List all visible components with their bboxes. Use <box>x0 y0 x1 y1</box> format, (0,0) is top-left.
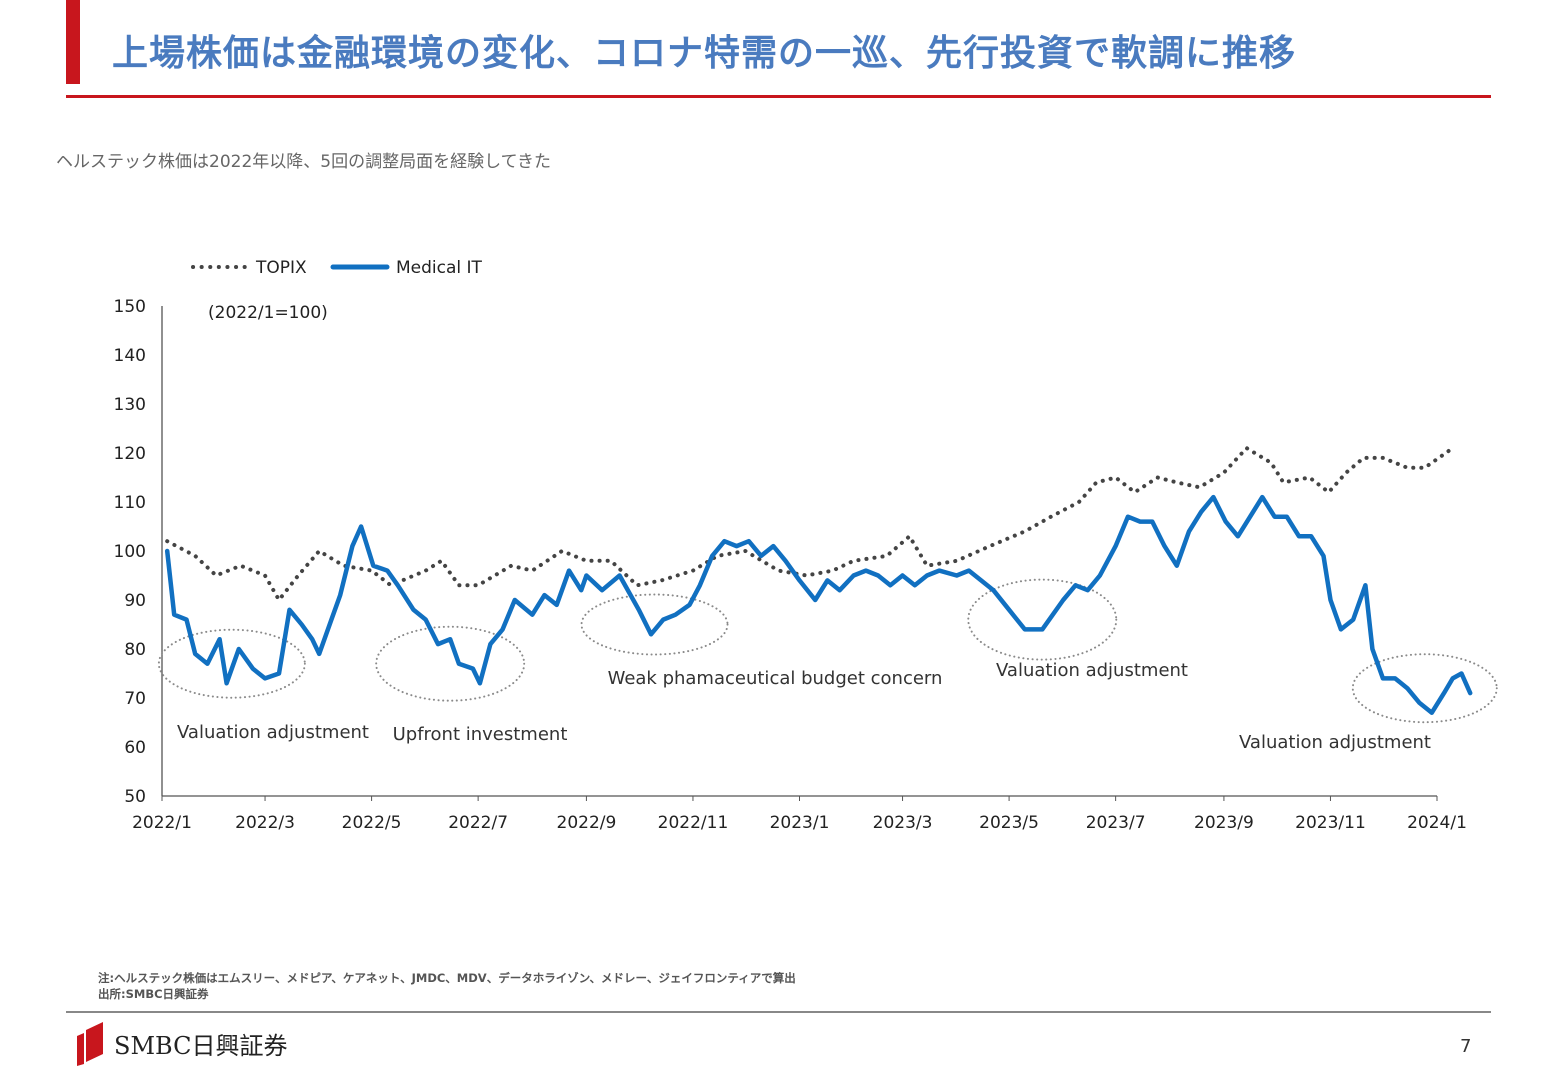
chart-legend: TOPIX Medical IT <box>191 258 483 278</box>
title-accent-bar <box>66 0 80 84</box>
x-tick-label: 2023/7 <box>1086 813 1146 833</box>
y-tick-label: 80 <box>124 640 146 660</box>
annotation-ellipse <box>967 578 1118 661</box>
y-tick-label: 60 <box>124 738 146 758</box>
annotation-label: Valuation adjustment <box>177 722 369 743</box>
footnote-note: 注:ヘルステック株価はエムスリー、メドピア、ケアネット、JMDC、MDV、データ… <box>98 971 796 985</box>
company-logo: SMBC日興証券 <box>76 1020 287 1066</box>
legend-label: Medical IT <box>396 258 483 278</box>
x-tick-label: 2023/9 <box>1194 813 1254 833</box>
legend-label: TOPIX <box>255 258 307 278</box>
annotation-ellipse <box>580 593 729 656</box>
footer-divider <box>66 1011 1491 1013</box>
y-tick-label: 90 <box>124 591 146 611</box>
x-tick-label: 2022/9 <box>557 813 617 833</box>
x-tick-label: 2022/11 <box>658 813 729 833</box>
annotation-label: Upfront investment <box>393 724 568 745</box>
annotation-ellipses <box>157 578 1498 724</box>
annotation-label: Valuation adjustment <box>1239 732 1431 753</box>
annotation-ellipse <box>1351 653 1498 724</box>
logo-mark-icon <box>77 1022 103 1066</box>
series-topix <box>165 446 1455 602</box>
footnotes: 注:ヘルステック株価はエムスリー、メドピア、ケアネット、JMDC、MDV、データ… <box>98 970 796 1002</box>
annotation-labels: Valuation adjustment Upfront investment We… <box>177 660 1431 753</box>
x-tick-label: 2022/5 <box>342 813 402 833</box>
x-tick-label: 2023/3 <box>873 813 933 833</box>
y-tick-label: 150 <box>114 297 146 317</box>
annotation-label: Weak phamaceutical budget concern <box>608 668 943 689</box>
x-tick-label: 2023/11 <box>1295 813 1366 833</box>
chart-axes: 150 140 130 120 110 100 90 80 70 60 50 2022/1 2022/3… <box>114 297 1467 833</box>
slide-subtitle: ヘルステック株価は2022年以降、5回の調整局面を経験してきた <box>56 152 552 172</box>
y-tick-label: 140 <box>114 346 146 366</box>
page-number: 7 <box>1460 1036 1472 1057</box>
chart-series <box>164 446 1473 715</box>
x-tick-label: 2023/5 <box>979 813 1039 833</box>
footnote-source: 出所:SMBC日興証券 <box>98 987 209 1001</box>
x-tick-label: 2023/1 <box>770 813 830 833</box>
x-tick-label: 2022/7 <box>448 813 508 833</box>
y-tick-label: 70 <box>124 689 146 709</box>
annotation-label: Valuation adjustment <box>996 660 1188 681</box>
slide-title: 上場株価は金融環境の変化、コロナ特需の一巡、先行投資で軟調に推移 <box>112 33 1297 74</box>
line-chart: TOPIX Medical IT 150 140 130 120 110 100 90 80 70… <box>114 258 1498 833</box>
y-tick-label: 50 <box>124 787 146 807</box>
logo-text: SMBC日興証券 <box>114 1031 288 1060</box>
unit-note: (2022/1=100) <box>208 303 328 323</box>
annotation-ellipse <box>375 625 526 702</box>
x-tick-label: 2022/3 <box>235 813 295 833</box>
y-tick-label: 130 <box>114 395 146 415</box>
series-medical-it <box>164 494 1473 715</box>
y-tick-label: 100 <box>114 542 146 562</box>
x-tick-label: 2022/1 <box>132 813 192 833</box>
y-tick-label: 120 <box>114 444 146 464</box>
annotation-ellipse <box>157 628 306 699</box>
y-tick-label: 110 <box>114 493 146 513</box>
x-tick-label: 2024/1 <box>1407 813 1467 833</box>
title-divider <box>66 95 1491 98</box>
